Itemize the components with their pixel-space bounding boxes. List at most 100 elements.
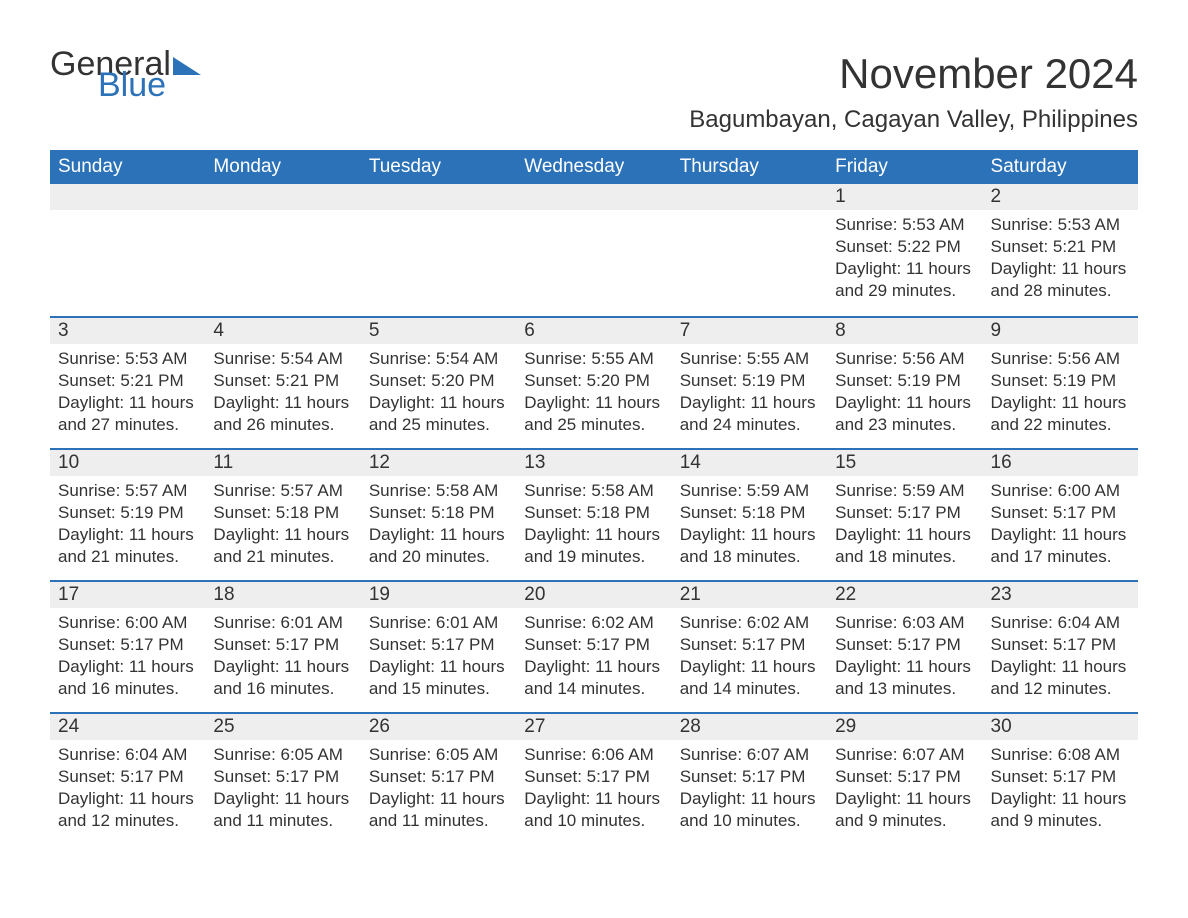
sunrise-text: Sunrise: 5:53 AM <box>835 214 974 236</box>
sunrise-text: Sunrise: 6:04 AM <box>58 744 197 766</box>
day-number: 6 <box>516 316 671 344</box>
day-number: 26 <box>361 712 516 740</box>
calendar-cell: 30Sunrise: 6:08 AMSunset: 5:17 PMDayligh… <box>983 712 1138 844</box>
sunset-text: Sunset: 5:18 PM <box>680 502 819 524</box>
daylight-text: Daylight: 11 hours and 14 minutes. <box>524 656 663 700</box>
sunrise-text: Sunrise: 5:59 AM <box>835 480 974 502</box>
calendar-row: 24Sunrise: 6:04 AMSunset: 5:17 PMDayligh… <box>50 712 1138 844</box>
day-number: 19 <box>361 580 516 608</box>
sunset-text: Sunset: 5:17 PM <box>58 766 197 788</box>
day-number: 1 <box>827 184 982 210</box>
daylight-text: Daylight: 11 hours and 14 minutes. <box>680 656 819 700</box>
calendar-cell: 8Sunrise: 5:56 AMSunset: 5:19 PMDaylight… <box>827 316 982 448</box>
day-details: Sunrise: 5:53 AMSunset: 5:21 PMDaylight:… <box>983 210 1138 310</box>
day-number: 3 <box>50 316 205 344</box>
weekday-header: Sunday <box>50 150 205 184</box>
daylight-text: Daylight: 11 hours and 16 minutes. <box>58 656 197 700</box>
calendar-cell: 11Sunrise: 5:57 AMSunset: 5:18 PMDayligh… <box>205 448 360 580</box>
daylight-text: Daylight: 11 hours and 11 minutes. <box>369 788 508 832</box>
sunset-text: Sunset: 5:17 PM <box>991 766 1130 788</box>
day-number <box>205 184 360 210</box>
day-details: Sunrise: 6:08 AMSunset: 5:17 PMDaylight:… <box>983 740 1138 840</box>
sunset-text: Sunset: 5:19 PM <box>58 502 197 524</box>
calendar-cell: 23Sunrise: 6:04 AMSunset: 5:17 PMDayligh… <box>983 580 1138 712</box>
sunrise-text: Sunrise: 5:54 AM <box>213 348 352 370</box>
weekday-header: Tuesday <box>361 150 516 184</box>
calendar-cell: 1 Sunrise: 5:53 AMSunset: 5:22 PMDaylight… <box>827 184 982 316</box>
daylight-text: Daylight: 11 hours and 24 minutes. <box>680 392 819 436</box>
sunrise-text: Sunrise: 6:08 AM <box>991 744 1130 766</box>
sunset-text: Sunset: 5:17 PM <box>524 766 663 788</box>
day-number: 8 <box>827 316 982 344</box>
day-details: Sunrise: 6:05 AMSunset: 5:17 PMDaylight:… <box>205 740 360 840</box>
sunrise-text: Sunrise: 6:03 AM <box>835 612 974 634</box>
daylight-text: Daylight: 11 hours and 27 minutes. <box>58 392 197 436</box>
calendar-cell: 5Sunrise: 5:54 AMSunset: 5:20 PMDaylight… <box>361 316 516 448</box>
sunrise-text: Sunrise: 6:02 AM <box>524 612 663 634</box>
day-number: 13 <box>516 448 671 476</box>
day-details: Sunrise: 6:02 AMSunset: 5:17 PMDaylight:… <box>672 608 827 708</box>
sunset-text: Sunset: 5:17 PM <box>991 502 1130 524</box>
day-details: Sunrise: 6:07 AMSunset: 5:17 PMDaylight:… <box>827 740 982 840</box>
calendar-cell: 6Sunrise: 5:55 AMSunset: 5:20 PMDaylight… <box>516 316 671 448</box>
sunrise-text: Sunrise: 5:55 AM <box>680 348 819 370</box>
sunset-text: Sunset: 5:21 PM <box>991 236 1130 258</box>
calendar-cell <box>672 184 827 316</box>
sunrise-text: Sunrise: 6:07 AM <box>835 744 974 766</box>
day-number: 27 <box>516 712 671 740</box>
day-details: Sunrise: 6:03 AMSunset: 5:17 PMDaylight:… <box>827 608 982 708</box>
location-subtitle: Bagumbayan, Cagayan Valley, Philippines <box>50 106 1138 134</box>
day-number: 4 <box>205 316 360 344</box>
daylight-text: Daylight: 11 hours and 22 minutes. <box>991 392 1130 436</box>
calendar-cell: 19Sunrise: 6:01 AMSunset: 5:17 PMDayligh… <box>361 580 516 712</box>
sunrise-text: Sunrise: 6:00 AM <box>58 612 197 634</box>
day-details: Sunrise: 5:55 AMSunset: 5:20 PMDaylight:… <box>516 344 671 444</box>
sunset-text: Sunset: 5:18 PM <box>524 502 663 524</box>
day-number: 24 <box>50 712 205 740</box>
daylight-text: Daylight: 11 hours and 16 minutes. <box>213 656 352 700</box>
weekday-header: Friday <box>827 150 982 184</box>
day-number: 9 <box>983 316 1138 344</box>
day-details: Sunrise: 5:58 AMSunset: 5:18 PMDaylight:… <box>361 476 516 576</box>
header: General Blue November 2024 <box>50 50 1138 100</box>
sunset-text: Sunset: 5:20 PM <box>369 370 508 392</box>
day-details: Sunrise: 6:04 AMSunset: 5:17 PMDaylight:… <box>50 740 205 840</box>
sunset-text: Sunset: 5:19 PM <box>680 370 819 392</box>
sunset-text: Sunset: 5:17 PM <box>835 766 974 788</box>
calendar-cell: 9Sunrise: 5:56 AMSunset: 5:19 PMDaylight… <box>983 316 1138 448</box>
daylight-text: Daylight: 11 hours and 29 minutes. <box>835 258 974 302</box>
day-details: Sunrise: 5:59 AMSunset: 5:18 PMDaylight:… <box>672 476 827 576</box>
sunset-text: Sunset: 5:20 PM <box>524 370 663 392</box>
page-title: November 2024 <box>839 50 1138 98</box>
daylight-text: Daylight: 11 hours and 25 minutes. <box>524 392 663 436</box>
sunset-text: Sunset: 5:22 PM <box>835 236 974 258</box>
calendar-cell <box>516 184 671 316</box>
day-details: Sunrise: 5:57 AMSunset: 5:19 PMDaylight:… <box>50 476 205 576</box>
daylight-text: Daylight: 11 hours and 21 minutes. <box>213 524 352 568</box>
day-number: 7 <box>672 316 827 344</box>
daylight-text: Daylight: 11 hours and 20 minutes. <box>369 524 508 568</box>
daylight-text: Daylight: 11 hours and 12 minutes. <box>991 656 1130 700</box>
day-details: Sunrise: 6:01 AMSunset: 5:17 PMDaylight:… <box>205 608 360 708</box>
sunset-text: Sunset: 5:17 PM <box>213 766 352 788</box>
sunrise-text: Sunrise: 6:04 AM <box>991 612 1130 634</box>
day-number: 18 <box>205 580 360 608</box>
calendar-cell: 12Sunrise: 5:58 AMSunset: 5:18 PMDayligh… <box>361 448 516 580</box>
calendar-cell: 22Sunrise: 6:03 AMSunset: 5:17 PMDayligh… <box>827 580 982 712</box>
calendar-cell: 18Sunrise: 6:01 AMSunset: 5:17 PMDayligh… <box>205 580 360 712</box>
calendar-table: Sunday Monday Tuesday Wednesday Thursday… <box>50 150 1138 844</box>
day-number <box>361 184 516 210</box>
sunset-text: Sunset: 5:17 PM <box>524 634 663 656</box>
daylight-text: Daylight: 11 hours and 10 minutes. <box>524 788 663 832</box>
day-number: 29 <box>827 712 982 740</box>
calendar-cell: 4Sunrise: 5:54 AMSunset: 5:21 PMDaylight… <box>205 316 360 448</box>
weekday-header: Monday <box>205 150 360 184</box>
calendar-row: 10Sunrise: 5:57 AMSunset: 5:19 PMDayligh… <box>50 448 1138 580</box>
day-number: 15 <box>827 448 982 476</box>
day-number: 23 <box>983 580 1138 608</box>
calendar-cell <box>205 184 360 316</box>
daylight-text: Daylight: 11 hours and 18 minutes. <box>835 524 974 568</box>
sunrise-text: Sunrise: 6:07 AM <box>680 744 819 766</box>
daylight-text: Daylight: 11 hours and 9 minutes. <box>991 788 1130 832</box>
sunset-text: Sunset: 5:17 PM <box>369 634 508 656</box>
